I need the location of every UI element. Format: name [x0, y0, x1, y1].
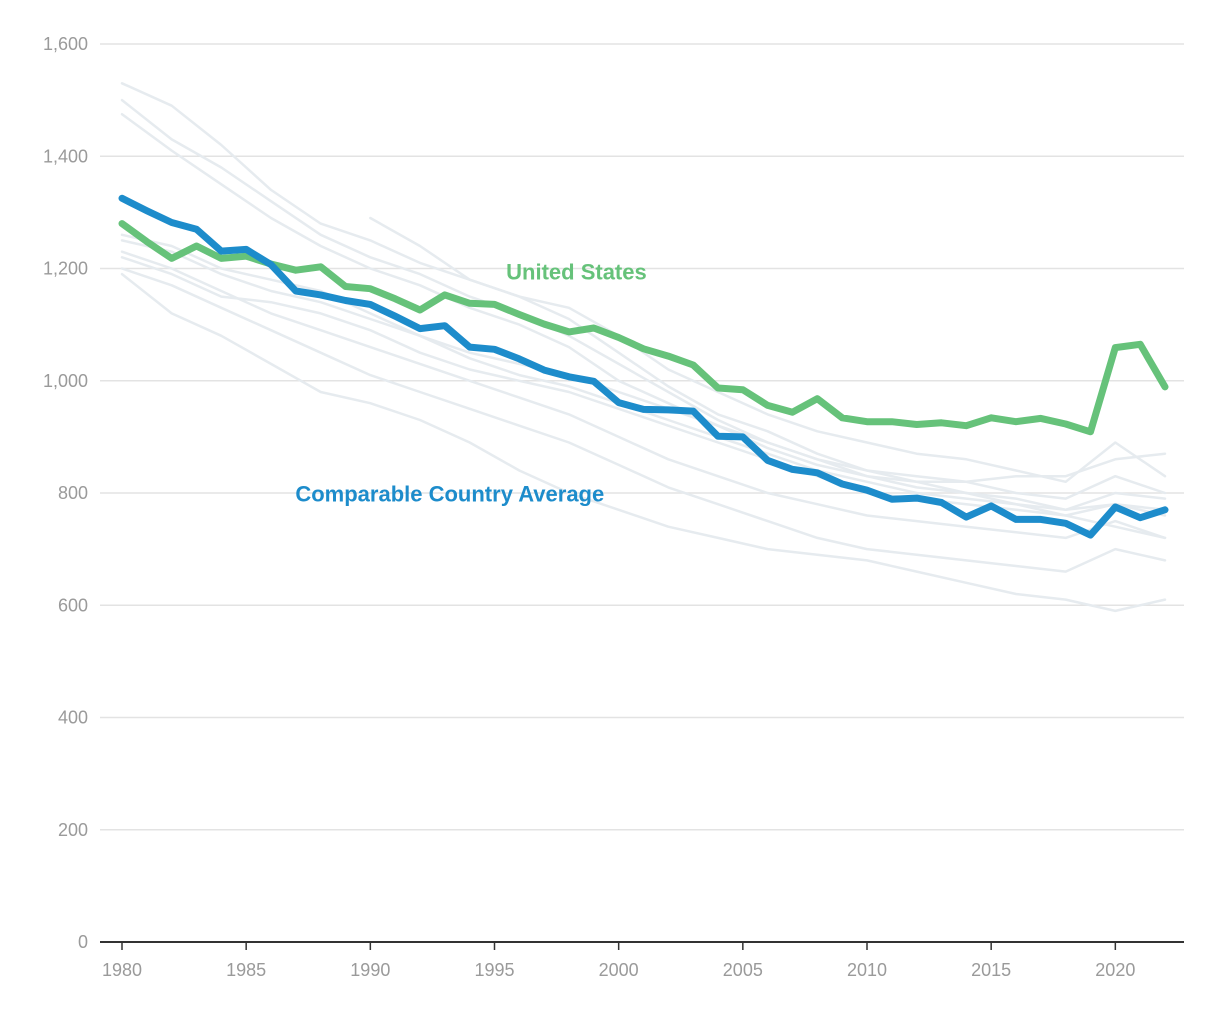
gridlines: [100, 43, 1184, 831]
x-tick-label: 1995: [474, 960, 514, 980]
series-line-background: [120, 98, 1167, 517]
series-labels: United States Comparable Country Average: [295, 260, 646, 507]
y-tick-label: 1,400: [43, 146, 88, 166]
series-line-background: [120, 272, 1167, 613]
series-line-background: [120, 112, 1167, 484]
series-line-background: [120, 82, 1167, 540]
highlight-series: [118, 194, 1169, 539]
x-tick-label: 1985: [226, 960, 266, 980]
x-tick-label: 1980: [102, 960, 142, 980]
series-line-background: [369, 216, 1167, 484]
y-tick-label: 1,000: [43, 371, 88, 391]
background-series: [120, 82, 1167, 613]
series-line-comparable-country-average: [118, 194, 1169, 539]
x-tick-label: 2010: [847, 960, 887, 980]
y-tick-label: 400: [58, 708, 88, 728]
series-label-united-states: United States: [506, 260, 647, 285]
series-line-background: [120, 233, 1167, 500]
x-tick-label: 2005: [723, 960, 763, 980]
x-tick-label: 2020: [1095, 960, 1135, 980]
y-tick-label: 200: [58, 820, 88, 840]
y-tick-label: 1,600: [43, 34, 88, 54]
series-label-comparable-country-average: Comparable Country Average: [295, 481, 604, 506]
y-tick-label: 1,200: [43, 259, 88, 279]
series-line-background: [120, 267, 1167, 573]
y-tick-label: 0: [78, 932, 88, 952]
axes: 0 200 400 600 800 1,000 1,200 1,400 1,600 1980 198…: [43, 34, 1184, 980]
y-tick-label: 600: [58, 595, 88, 615]
y-tick-label: 800: [58, 483, 88, 503]
series-line-united-states: [118, 220, 1169, 436]
x-tick-label: 2015: [971, 960, 1011, 980]
series-line-background: [120, 250, 1167, 540]
x-tick-label: 1990: [350, 960, 390, 980]
x-tick-label: 2000: [599, 960, 639, 980]
